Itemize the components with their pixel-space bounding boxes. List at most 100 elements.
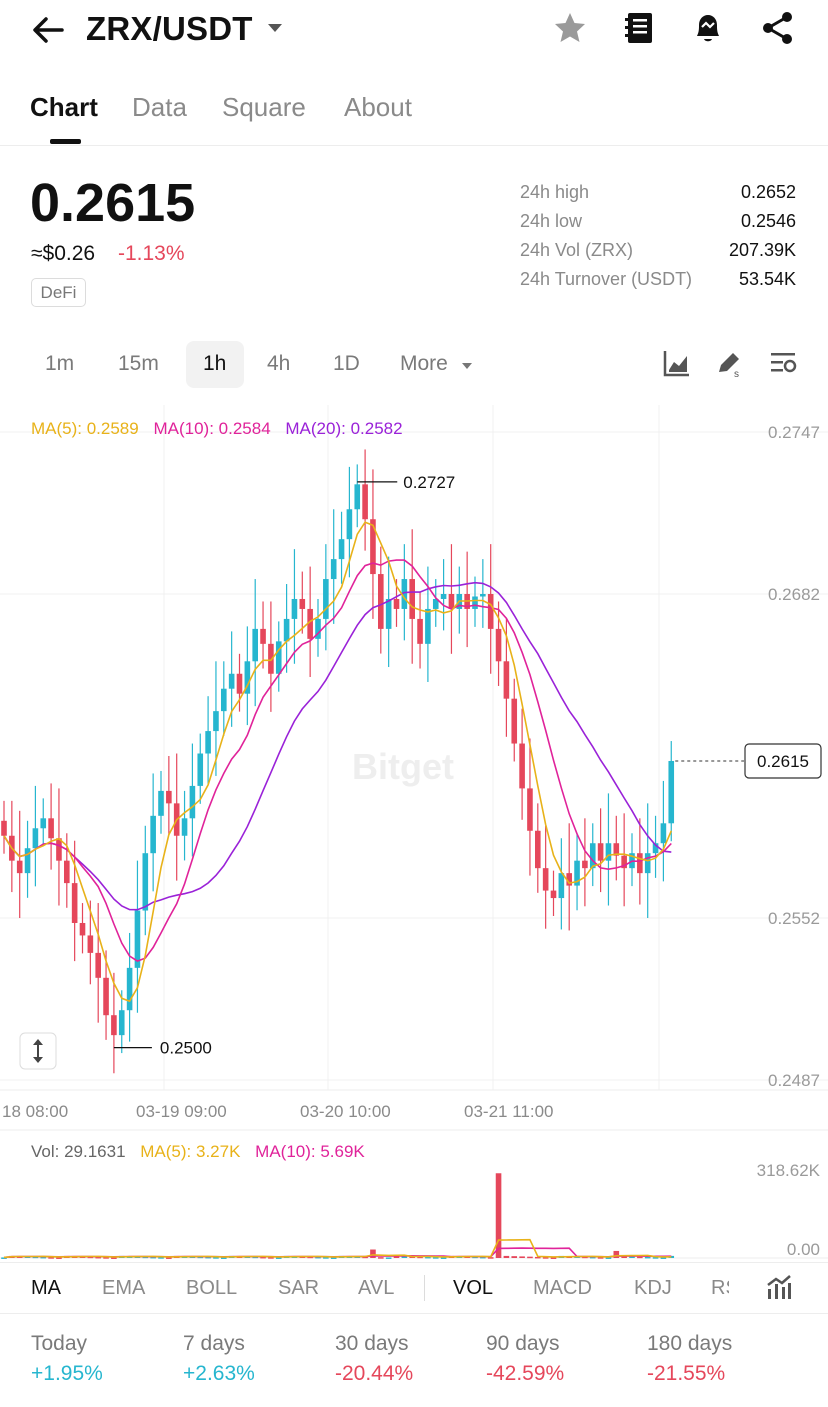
candle-body (158, 790, 164, 816)
interval-15m[interactable]: 15m (118, 352, 159, 375)
perf-value: +2.63% (183, 1362, 255, 1385)
volume-bar (40, 1256, 47, 1259)
stat-label-volume: 24h Vol (ZRX) (520, 240, 634, 260)
candle-body (213, 711, 219, 732)
volume-bars: 318.62K 0.00 (1, 1161, 821, 1259)
candle-body (637, 853, 643, 874)
volume-bar (613, 1250, 620, 1258)
volume-bar (401, 1256, 408, 1258)
volume-bar (589, 1256, 596, 1259)
ma20-legend: MA(20): 0.2582 (285, 419, 403, 438)
volume-bar (542, 1257, 549, 1259)
perf-label: 30 days (335, 1332, 409, 1355)
perf-value: -42.59% (486, 1362, 565, 1385)
interval-more[interactable]: More (400, 352, 448, 375)
indicator-settings-icon[interactable] (764, 1273, 794, 1303)
candle-body (346, 509, 353, 540)
star-icon[interactable] (552, 10, 588, 46)
volume-bar (487, 1257, 494, 1259)
indicator-vol[interactable]: VOL (453, 1277, 494, 1299)
tab-data[interactable]: Data (132, 92, 187, 122)
candle-body (558, 873, 565, 899)
volume-bar (213, 1257, 219, 1259)
share-icon[interactable] (760, 10, 796, 46)
candle-body (24, 848, 31, 874)
interval-1m[interactable]: 1m (45, 352, 75, 375)
candle-body (503, 661, 510, 699)
indicator-rsi[interactable]: RSI (711, 1277, 729, 1299)
perf-value: +1.95% (31, 1362, 103, 1385)
volume-bar (440, 1257, 447, 1259)
candle-body (48, 818, 54, 839)
indicator-ema[interactable]: EMA (102, 1277, 146, 1299)
candle-body (535, 830, 541, 869)
candle-body (378, 574, 384, 629)
caret-down-icon[interactable] (266, 22, 284, 34)
volume-ma5-line (3, 1238, 672, 1259)
volume-bar (432, 1257, 439, 1259)
candle-body (660, 823, 667, 844)
moving-average-lines (3, 521, 673, 1003)
perf-label: 90 days (486, 1332, 560, 1355)
candle-body (315, 618, 321, 639)
volume-bar (480, 1256, 486, 1259)
volume-bar (158, 1257, 164, 1259)
candle-body (291, 598, 298, 619)
candle-body (613, 843, 620, 856)
tab-about[interactable]: About (344, 92, 412, 122)
interval-1h[interactable]: 1h (203, 352, 227, 375)
chart-settings-icon[interactable] (768, 348, 798, 378)
indicator-kdj[interactable]: KDJ (634, 1277, 672, 1299)
chart-type-icon[interactable] (662, 348, 692, 378)
ma20-line (3, 581, 672, 911)
volume-bar (660, 1257, 667, 1259)
candle-body (283, 618, 290, 642)
interval-4h[interactable]: 4h (267, 352, 291, 375)
time-tick-label: 18 08:00 (2, 1102, 68, 1121)
pair-title[interactable]: ZRX/USDT (86, 10, 253, 47)
indicator-boll[interactable]: BOLL (186, 1277, 238, 1299)
candle-body (87, 935, 94, 953)
tab-chart[interactable]: Chart (30, 92, 98, 122)
time-tick-label: 03-19 09:00 (136, 1102, 227, 1121)
indicator-ma[interactable]: MA (31, 1277, 61, 1299)
notebook-icon[interactable] (622, 10, 658, 46)
draw-tool-icon[interactable]: s (714, 348, 744, 378)
vol-ma5-legend: MA(5): 3.27K (140, 1142, 241, 1161)
price-tick-label: 0.2747 (768, 423, 820, 442)
volume-tick-label: 0.00 (787, 1240, 820, 1259)
bell-alert-icon[interactable] (690, 10, 726, 46)
stat-value-turnover: 53.54K (738, 269, 796, 289)
active-tab-indicator (50, 139, 81, 144)
chart-watermark: Bitget (352, 746, 454, 787)
volume-bar (425, 1256, 431, 1259)
candle-body (432, 598, 439, 609)
price-chart[interactable]: Bitget 0.2747 0.2682 0.2552 0.2487 18 08:00… (0, 405, 828, 1260)
volume-bar (142, 1256, 149, 1259)
perf-value: -20.44% (335, 1362, 414, 1385)
candle-body (362, 484, 368, 520)
volume-bar (205, 1256, 211, 1259)
volume-bar (275, 1257, 282, 1259)
indicator-avl[interactable]: AVL (358, 1277, 395, 1299)
volume-bar (637, 1256, 643, 1259)
candle-body (64, 860, 70, 884)
category-tag[interactable]: DeFi (31, 278, 86, 307)
vol-legend: Vol: 29.1631 (31, 1142, 126, 1161)
stat-value-volume: 207.39K (728, 240, 796, 260)
candle-body (1, 820, 7, 836)
stat-label-low: 24h low (520, 211, 583, 231)
candle-body (605, 843, 612, 861)
svg-text:s: s (734, 369, 739, 378)
perf-7d: 7 days +2.63% (183, 1332, 255, 1386)
candle-body (111, 1015, 117, 1036)
interval-1d[interactable]: 1D (333, 352, 360, 375)
candle-body (197, 753, 204, 786)
back-arrow-icon[interactable] (28, 10, 68, 50)
indicator-sar[interactable]: SAR (278, 1277, 320, 1299)
candle-body (71, 883, 78, 923)
indicator-macd[interactable]: MACD (533, 1277, 592, 1299)
more-caret-icon[interactable] (461, 362, 473, 370)
tab-square[interactable]: Square (222, 92, 306, 122)
candle-body (480, 594, 486, 597)
